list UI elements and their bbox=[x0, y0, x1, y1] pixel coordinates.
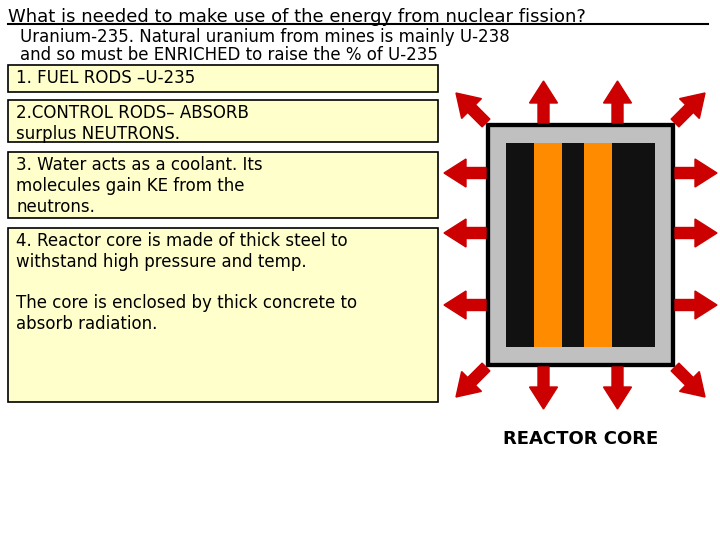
FancyArrow shape bbox=[456, 363, 490, 397]
FancyArrow shape bbox=[529, 367, 557, 409]
FancyArrow shape bbox=[675, 159, 717, 187]
Bar bbox=[506, 143, 655, 347]
Bar bbox=[585, 143, 613, 347]
FancyArrow shape bbox=[671, 93, 705, 127]
FancyArrow shape bbox=[675, 219, 717, 247]
Bar bbox=[8, 228, 438, 402]
Bar bbox=[8, 65, 438, 92]
Bar bbox=[488, 125, 673, 365]
FancyArrow shape bbox=[444, 159, 486, 187]
Text: 4. Reactor core is made of thick steel to
withstand high pressure and temp.

The: 4. Reactor core is made of thick steel t… bbox=[16, 232, 357, 333]
FancyArrow shape bbox=[603, 81, 631, 123]
FancyArrow shape bbox=[456, 93, 490, 127]
Text: REACTOR CORE: REACTOR CORE bbox=[503, 430, 658, 448]
Text: 1. FUEL RODS –U-235: 1. FUEL RODS –U-235 bbox=[16, 69, 195, 87]
Text: Uranium-235. Natural uranium from mines is mainly U-238: Uranium-235. Natural uranium from mines … bbox=[20, 28, 510, 46]
Text: 3. Water acts as a coolant. Its
molecules gain KE from the
neutrons.: 3. Water acts as a coolant. Its molecule… bbox=[16, 156, 263, 215]
Bar bbox=[8, 100, 438, 142]
FancyArrow shape bbox=[675, 291, 717, 319]
Text: What is needed to make use of the energy from nuclear fission?: What is needed to make use of the energy… bbox=[8, 8, 586, 26]
FancyArrow shape bbox=[529, 81, 557, 123]
FancyArrow shape bbox=[444, 291, 486, 319]
FancyArrow shape bbox=[671, 363, 705, 397]
Text: 2.CONTROL RODS– ABSORB
surplus NEUTRONS.: 2.CONTROL RODS– ABSORB surplus NEUTRONS. bbox=[16, 104, 249, 143]
FancyArrow shape bbox=[603, 367, 631, 409]
Bar bbox=[8, 152, 438, 218]
Bar bbox=[488, 125, 673, 365]
Bar bbox=[534, 143, 562, 347]
Text: and so must be ENRICHED to raise the % of U-235: and so must be ENRICHED to raise the % o… bbox=[20, 46, 438, 64]
FancyArrow shape bbox=[444, 219, 486, 247]
